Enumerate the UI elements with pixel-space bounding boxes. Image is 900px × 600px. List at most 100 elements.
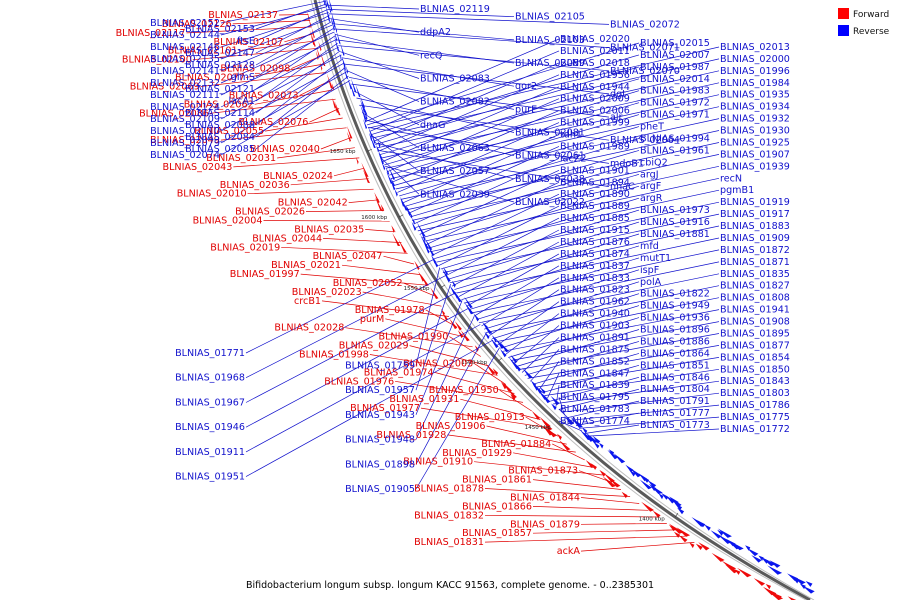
reverse-gene-label: BLNIAS_01930	[720, 126, 790, 137]
forward-gene-label: BLNIAS_02019	[210, 242, 280, 253]
reverse-gene-label: BLNIAS_01876	[560, 237, 630, 248]
reverse-gene-label: BLNIAS_01967	[175, 398, 245, 409]
leader-line	[245, 324, 481, 453]
reverse-gene	[347, 77, 352, 90]
reverse-gene-label: BLNIAS_01905	[345, 484, 415, 495]
leader-line	[411, 154, 720, 221]
leader-line	[486, 425, 567, 445]
reverse-gene	[422, 234, 426, 242]
leader-line	[378, 74, 560, 152]
leader-line	[483, 281, 640, 330]
leader-line	[255, 75, 349, 150]
leader-line	[489, 289, 560, 336]
leader-line	[381, 82, 720, 159]
reverse-gene-label: BLNIAS_02074	[150, 150, 220, 161]
reverse-gene-label: BLNIAS_02006	[560, 106, 630, 117]
leader-line	[484, 514, 658, 518]
reverse-gene-label: BLNIAS_01972	[640, 98, 710, 109]
reverse-gene-label: BLNIAS_01919	[720, 197, 790, 208]
leader-line	[535, 357, 720, 388]
reverse-gene	[550, 395, 560, 406]
leader-line	[438, 205, 560, 267]
reverse-gene-label: BLNIAS_02072	[610, 19, 680, 30]
forward-gene-label: BLNIAS_02010	[177, 189, 247, 200]
forward-gene	[676, 527, 691, 537]
leader-line	[429, 189, 720, 253]
reverse-gene-label: BLNIAS_01775	[720, 412, 790, 423]
leader-line	[442, 213, 720, 273]
reverse-gene	[592, 435, 601, 444]
leader-line	[497, 301, 560, 346]
leader-line	[366, 42, 640, 126]
forward-gene	[668, 523, 684, 534]
reverse-gene	[420, 234, 430, 249]
leader-line	[578, 416, 720, 429]
forward-gene-label: BLNIAS_01977	[350, 403, 420, 414]
reverse-gene	[350, 77, 357, 93]
leader-line	[326, 4, 420, 10]
legend-forward-label: Forward	[853, 10, 889, 20]
leader-line	[508, 317, 640, 358]
reverse-gene	[540, 387, 546, 395]
forward-gene-label: ackA	[557, 546, 581, 557]
forward-gene	[652, 510, 661, 518]
leader-line	[368, 46, 720, 129]
leader-line	[460, 398, 541, 420]
leader-line	[321, 300, 450, 317]
reverse-gene	[598, 442, 604, 449]
leader-line	[476, 269, 640, 320]
leader-line	[478, 273, 720, 324]
leader-line	[484, 535, 686, 543]
leader-line	[417, 165, 720, 232]
leader-line	[255, 58, 343, 126]
forward-gene	[308, 17, 312, 27]
reverse-gene-label: BLNIAS_02119	[420, 4, 490, 15]
reverse-gene-label: BLNIAS_01771	[175, 348, 245, 359]
forward-gene-label: BLNIAS_02076	[238, 117, 308, 128]
forward-gene-label: BLNIAS_02036	[220, 180, 290, 191]
reverse-gene-label: BLNIAS_02111	[150, 90, 220, 101]
reverse-gene-label: BLNIAS_01983	[640, 86, 710, 97]
reverse-gene-label: dgt	[610, 89, 626, 100]
leader-line	[513, 452, 594, 468]
reverse-gene-label: argR	[640, 193, 663, 204]
forward-gene-label: BLNIAS_01931	[389, 394, 459, 405]
forward-gene-label: BLNIAS_02029	[339, 341, 409, 352]
reverse-gene-label: BLNIAS_02152	[150, 18, 220, 29]
forward-gene-label: BLNIAS_02043	[162, 162, 232, 173]
leader-line	[399, 126, 640, 197]
leader-line	[277, 147, 355, 159]
reverse-gene-label: BLNIAS_02121	[185, 84, 255, 95]
leader-line	[425, 309, 457, 328]
reverse-gene-label: BLNIAS_01944	[560, 82, 630, 93]
reverse-gene-label: BLNIAS_01907	[720, 149, 790, 160]
reverse-gene	[482, 321, 493, 334]
forward-gene-label: BLNIAS_01978	[355, 305, 425, 316]
leader-line	[510, 321, 720, 361]
reverse-gene-label: BLNIAS_01903	[560, 321, 630, 332]
forward-gene-label: BLNIAS_02073	[229, 90, 299, 101]
forward-gene	[711, 552, 725, 562]
leader-line	[567, 400, 640, 419]
reverse-gene	[563, 415, 574, 425]
reverse-gene-label: BLNIAS_02000	[720, 54, 790, 65]
reverse-gene	[424, 238, 433, 251]
legend-reverse-label: Reverse	[853, 27, 890, 37]
forward-gene	[599, 469, 606, 477]
leader-line	[279, 14, 309, 16]
leader-line	[238, 40, 317, 52]
reverse-gene-label: BLNIAS_01940	[560, 309, 630, 320]
leader-line	[220, 80, 351, 156]
forward-gene-label: purM	[360, 314, 384, 325]
leader-line	[232, 20, 311, 25]
reverse-gene-label: BLNIAS_01872	[720, 245, 790, 256]
leader-line	[421, 173, 640, 239]
reverse-gene	[717, 534, 732, 544]
reverse-gene	[629, 469, 636, 477]
reverse-gene	[424, 244, 430, 254]
reverse-gene	[729, 541, 744, 551]
leader-line	[474, 461, 603, 476]
scale-tick-label: 1500 kbp	[461, 360, 487, 366]
leader-line	[395, 118, 720, 190]
forward-gene-label: BLNIAS_02047	[313, 251, 383, 262]
